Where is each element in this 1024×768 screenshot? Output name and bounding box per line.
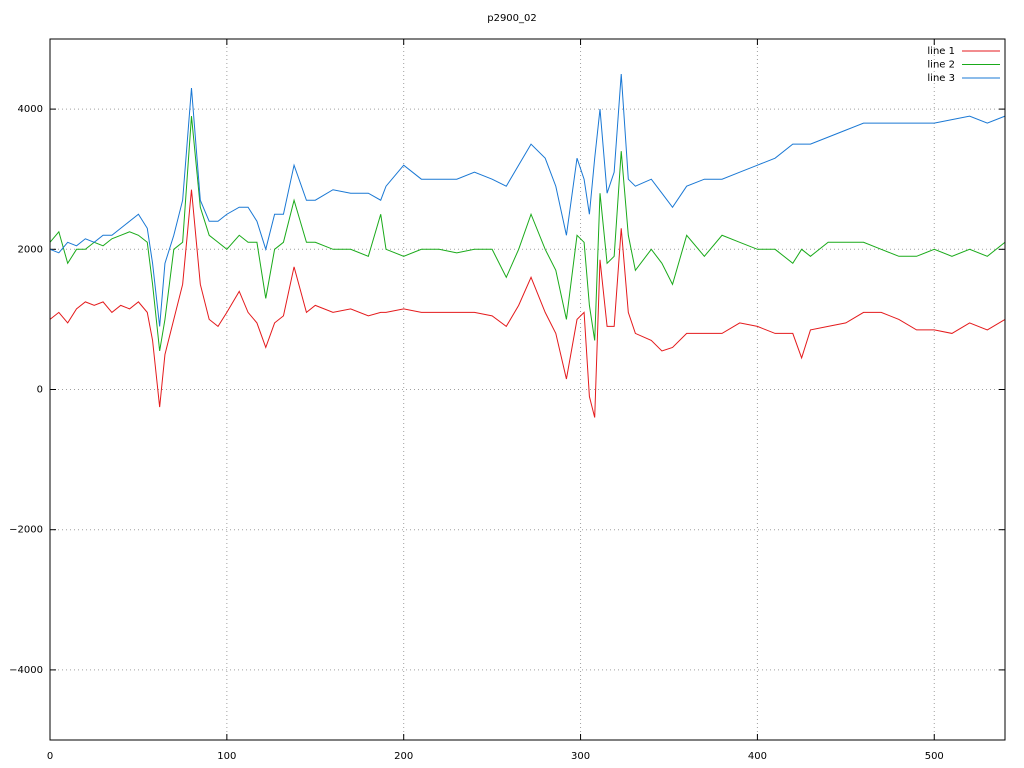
series-line <box>49 189 1006 418</box>
series-line <box>49 74 1006 327</box>
chart-title: p2900_02 <box>487 13 537 24</box>
legend-label: line 1 <box>927 46 955 57</box>
x-tick-label: 300 <box>571 751 590 762</box>
plot-frame <box>49 38 1006 741</box>
legend-label: line 2 <box>927 60 955 71</box>
x-tick-label: 400 <box>748 751 767 762</box>
y-tick-label: 0 <box>37 385 43 396</box>
x-tick-label: 500 <box>925 751 944 762</box>
series-line <box>49 116 1006 352</box>
y-tick-label: 4000 <box>18 104 43 115</box>
y-tick-label: −4000 <box>9 665 43 676</box>
y-tick-label: 2000 <box>18 244 43 255</box>
y-tick-label: −2000 <box>9 525 43 536</box>
x-tick-label: 0 <box>47 751 53 762</box>
legend-label: line 3 <box>927 73 955 84</box>
x-tick-label: 200 <box>394 751 413 762</box>
x-tick-label: 100 <box>217 751 236 762</box>
